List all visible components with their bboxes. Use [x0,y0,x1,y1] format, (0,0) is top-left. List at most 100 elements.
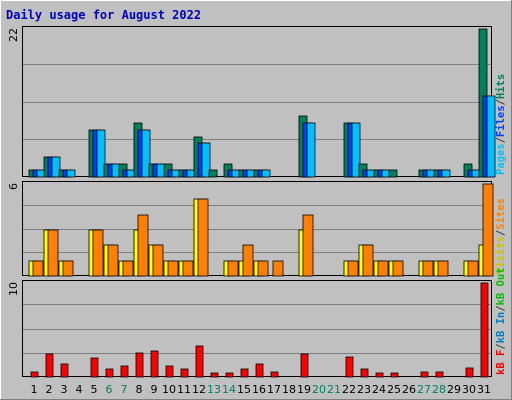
bar-kb-f-day-27 [420,371,429,378]
x-tick-label-day-12: 12 [192,383,206,396]
bar-sites-day-16 [257,260,269,277]
bar-sites-day-24 [377,260,389,277]
bar-kb-f-day-12 [195,345,204,378]
bar-sites-day-31 [482,183,494,277]
panel-hits-legend: Pages/Files/Hits [495,74,507,175]
bar-sites-day-22 [347,260,359,277]
x-tick-label-day-26: 26 [402,383,416,396]
bar-hits-day-25 [388,169,398,178]
x-tick-label-day-21: 21 [327,383,341,396]
panel-hits-ymax-label: 22 [7,28,20,42]
bar-pages-day-19 [306,122,316,178]
panel-kbytes-legend: kB F/kB In/kB Out [495,268,507,376]
bar-kb-f-day-30 [465,367,474,378]
bar-kb-f-day-17 [270,371,279,378]
x-tick-label-day-28: 28 [432,383,446,396]
panel-visits: 6 Visits/Sites [7,181,507,277]
x-tick-label-day-17: 17 [267,383,281,396]
bar-kb-f-day-14 [225,372,234,378]
panel-kbytes-plot-area [22,280,492,377]
panel-visits-legend: Visits/Sites [495,198,507,274]
bar-sites-day-9 [152,244,164,277]
bar-sites-day-8 [137,214,149,277]
legend-item: Hits [495,74,507,99]
bar-sites-day-25 [392,260,404,277]
panel-kbytes: 10 kB F/kB In/kB Out [7,268,507,378]
x-tick-label-day-3: 3 [61,383,68,396]
bar-kb-f-day-2 [45,353,54,378]
bar-pages-day-3 [66,169,76,178]
legend-item: / [495,305,507,311]
bar-kb-f-day-9 [150,350,159,378]
bar-sites-day-23 [362,244,374,277]
legend-item: kB F [495,350,507,375]
panel-kbytes-ymax-label: 10 [7,282,20,296]
bar-kb-f-day-8 [135,352,144,378]
x-tick-label-day-20: 20 [312,383,326,396]
bar-kb-f-day-13 [210,372,219,378]
bar-sites-day-27 [422,260,434,277]
bar-sites-day-12 [197,198,209,277]
bar-kb-f-day-23 [360,368,369,378]
bar-sites-day-10 [167,260,179,277]
bar-sites-day-17 [272,260,284,277]
x-tick-label-day-10: 10 [162,383,176,396]
x-tick-label-day-11: 11 [177,383,191,396]
bar-kb-f-day-11 [180,368,189,378]
bar-pages-day-5 [96,129,106,178]
bar-kb-f-day-1 [30,371,39,378]
x-tick-label-day-31: 31 [477,383,491,396]
bar-kb-f-day-24 [375,372,384,378]
bar-sites-day-14 [227,260,239,277]
legend-item: Files [495,105,507,137]
x-tick-label-day-27: 27 [417,383,431,396]
x-tick-label-day-19: 19 [297,383,311,396]
bar-kb-f-day-16 [255,363,264,378]
panel-visits-ymax-label: 6 [7,183,20,190]
x-axis-day-labels: 1 2 3 4 5 6 7 8 9 10 11 12 13 14 15 16 17 18 19 20 21 22 23 24 2… [31,383,492,396]
bar-kb-f-day-6 [105,368,114,378]
x-tick-label-day-4: 4 [76,383,83,396]
x-tick-label-day-24: 24 [372,383,386,396]
bar-kb-f-day-3 [60,363,69,378]
x-tick-label-day-13: 13 [207,383,221,396]
bar-pages-day-2 [51,156,61,178]
bar-kb-f-day-10 [165,365,174,378]
bar-sites-day-1 [32,260,44,277]
x-tick-label-day-22: 22 [342,383,356,396]
x-tick-label-day-9: 9 [151,383,158,396]
legend-item: kB In [495,312,507,344]
bar-kb-f-day-25 [390,372,399,378]
bar-kb-f-day-15 [240,368,249,378]
legend-item: / [495,230,507,236]
x-tick-label-day-5: 5 [91,383,98,396]
x-tick-label-day-8: 8 [136,383,143,396]
bar-sites-day-11 [182,260,194,277]
bar-sites-day-15 [242,244,254,277]
bar-pages-day-22 [351,122,361,178]
x-tick-label-day-30: 30 [462,383,476,396]
bar-pages-day-8 [141,129,151,178]
legend-item: / [495,343,507,349]
bar-sites-day-2 [47,229,59,277]
bar-sites-day-3 [62,260,74,277]
bar-sites-day-6 [107,244,119,277]
x-tick-label-day-1: 1 [31,383,38,396]
x-tick-label-day-15: 15 [237,383,251,396]
legend-item: / [495,137,507,143]
x-tick-label-day-23: 23 [357,383,371,396]
x-tick-label-day-29: 29 [447,383,461,396]
bar-sites-day-7 [122,260,134,277]
chart-title: Daily usage for August 2022 [6,8,201,22]
bar-pages-day-31 [486,95,496,178]
legend-item: Visits [495,236,507,274]
x-tick-label-day-18: 18 [282,383,296,396]
x-tick-label-day-14: 14 [222,383,236,396]
bar-sites-day-30 [467,260,479,277]
bar-pages-day-28 [441,169,451,178]
bar-sites-day-5 [92,229,104,277]
x-tick-label-day-2: 2 [46,383,53,396]
